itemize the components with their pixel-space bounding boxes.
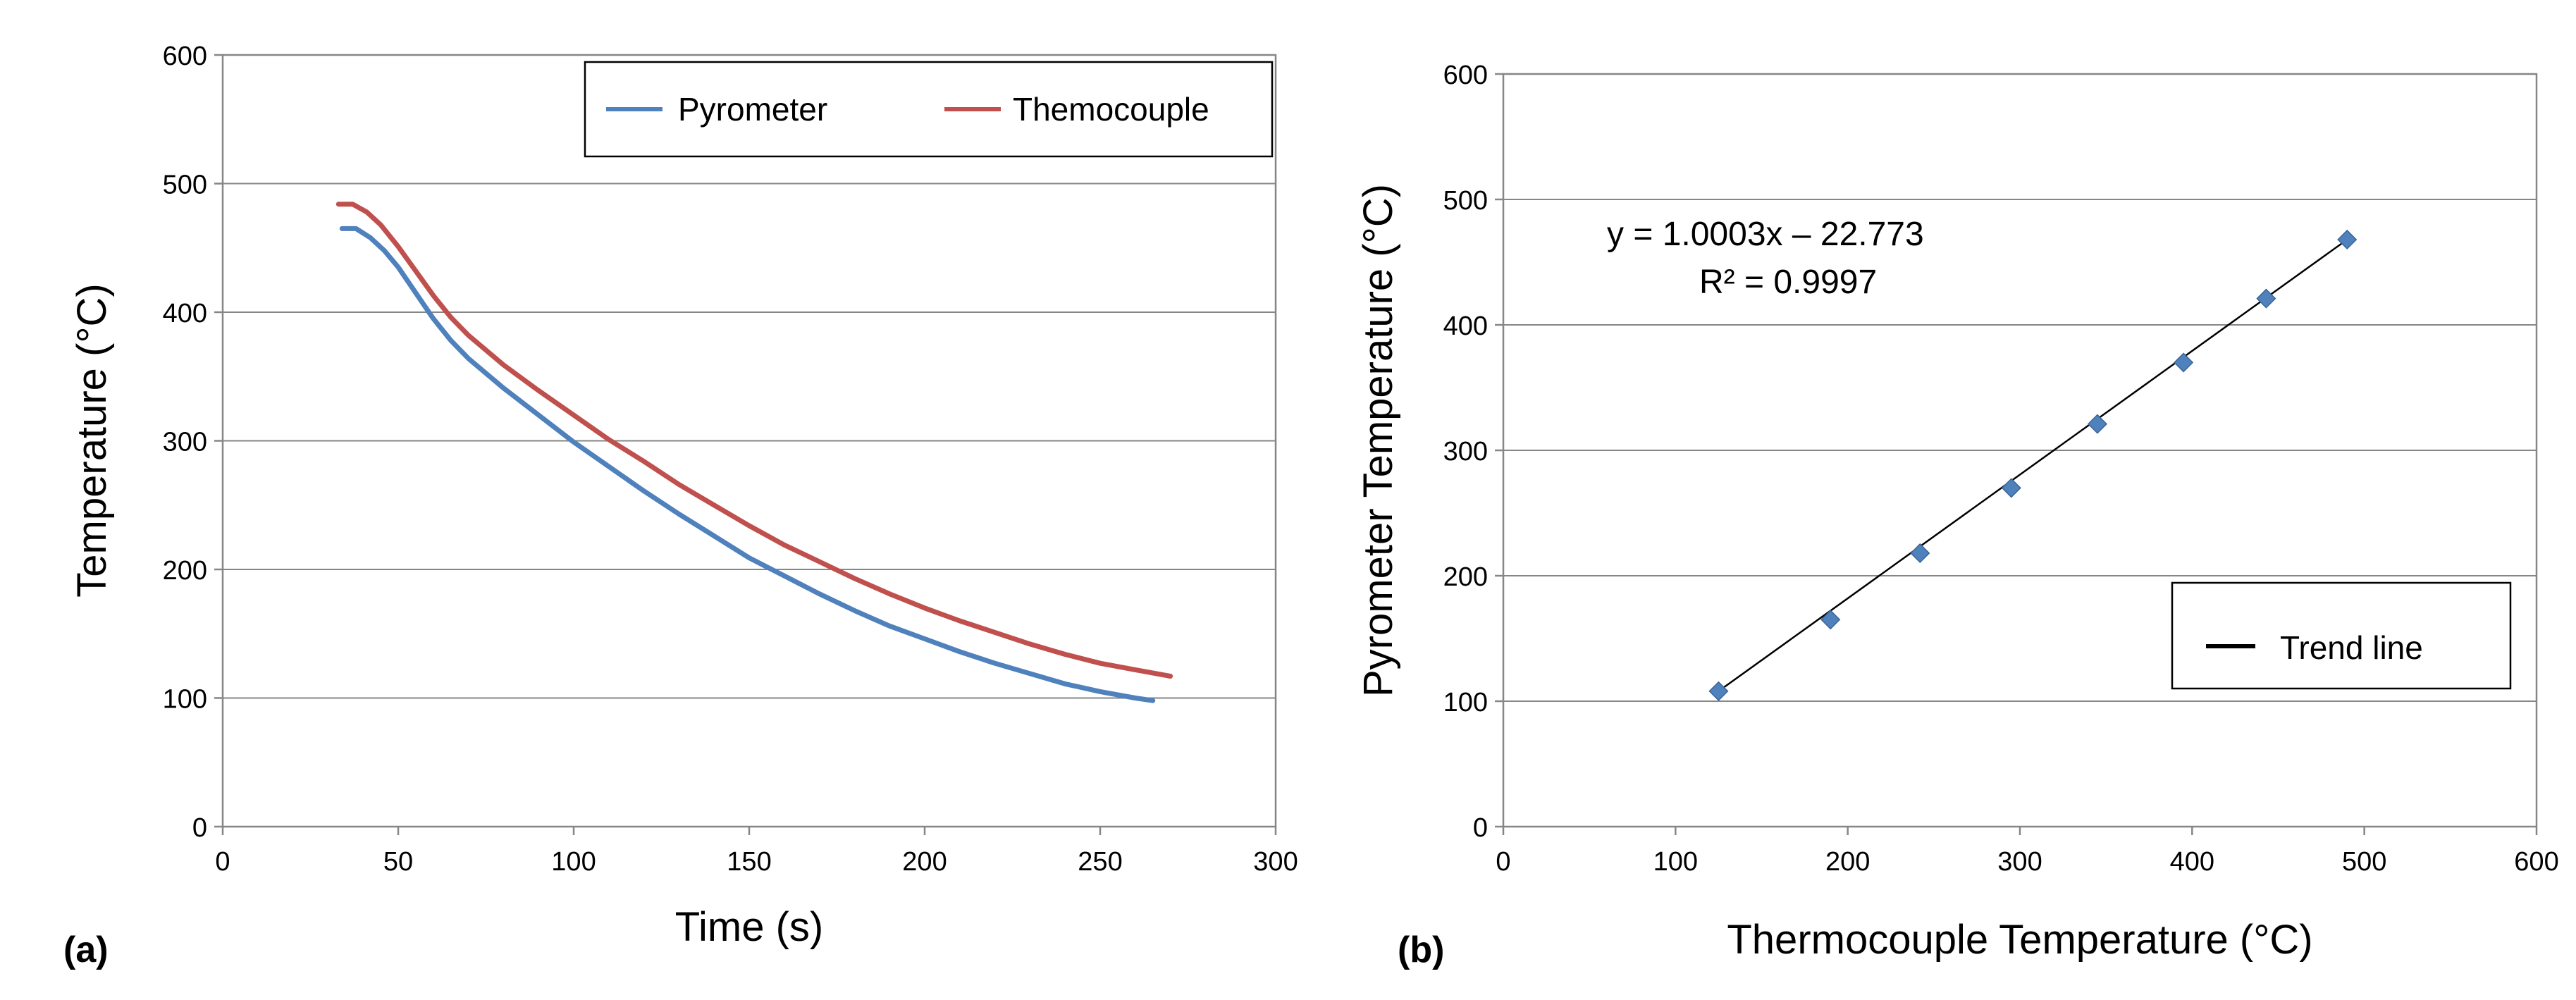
- b-x-tick-label: 400: [2170, 847, 2214, 877]
- b-y-tick-label: 0: [1473, 813, 1488, 843]
- panel-b-x-axis-title: Thermocouple Temperature (°C): [1727, 917, 2312, 963]
- a-y-tick-label: 100: [163, 685, 207, 715]
- panel-b-series: [1708, 229, 2358, 701]
- panel-a-label: (a): [63, 930, 109, 970]
- a-y-tick-label: 0: [192, 813, 207, 843]
- panel-b-y-axis-ticks: 0 100 200 300 400 500 600: [1443, 61, 1503, 843]
- panel-a-series: [335, 202, 1173, 703]
- a-x-tick-label: 250: [1078, 847, 1122, 877]
- a-x-tick-label: 300: [1253, 847, 1298, 877]
- a-x-tick-label: 200: [902, 847, 947, 877]
- b-x-tick-label: 600: [2514, 847, 2558, 877]
- a-y-tick-label: 400: [163, 299, 207, 328]
- panel-b-y-axis-title: Pyrometer Temperature (°C): [1355, 184, 1401, 697]
- data-point: [2001, 478, 2021, 498]
- b-x-tick-label: 0: [1496, 847, 1510, 877]
- a-x-tick-label: 100: [551, 847, 596, 877]
- panel-a-gridlines: [223, 183, 1276, 699]
- panel-a-x-axis-ticks: 0 50 100 150 200 250 300: [215, 827, 1298, 877]
- panel-b-legend-box: [2171, 581, 2512, 690]
- panel-a-legend-box: [584, 61, 1274, 158]
- a-x-tick-label: 50: [383, 847, 413, 877]
- b-y-tick-label: 400: [1443, 311, 1488, 341]
- b-y-tick-label: 600: [1443, 61, 1488, 90]
- a-x-tick-label: 0: [215, 847, 230, 877]
- panel-b-gridlines: [1503, 199, 2537, 702]
- series-line-themocouple: [335, 202, 1173, 679]
- b-x-tick-label: 300: [1997, 847, 2042, 877]
- data-point: [1708, 681, 1729, 701]
- data-point: [2337, 229, 2358, 250]
- b-x-tick-label: 200: [1825, 847, 1870, 877]
- b-x-tick-label: 100: [1653, 847, 1698, 877]
- a-y-tick-label: 500: [163, 171, 207, 200]
- b-y-tick-label: 500: [1443, 186, 1488, 216]
- series-line-pyrometer: [339, 226, 1156, 703]
- legend-pyrometer-label: Pyrometer: [678, 91, 827, 128]
- a-y-tick-label: 300: [163, 428, 207, 457]
- a-y-tick-label: 600: [163, 42, 207, 71]
- trend-line: [1718, 238, 2348, 692]
- b-y-tick-label: 300: [1443, 437, 1488, 467]
- a-y-tick-label: 200: [163, 556, 207, 586]
- legend-themocouple-label: Themocouple: [1013, 91, 1209, 128]
- data-point: [1910, 543, 1930, 564]
- trendline-r-squared: R² = 0.9997: [1699, 264, 1877, 301]
- panel-b-x-axis-ticks: 0 100 200 300 400 500 600: [1496, 827, 2559, 877]
- data-point: [1820, 610, 1841, 630]
- legend-trend-line-label: Trend line: [2280, 629, 2423, 666]
- data-point: [2256, 288, 2276, 309]
- panel-a-legend: Pyrometer Themocouple: [584, 61, 1274, 158]
- b-x-tick-label: 500: [2342, 847, 2386, 877]
- data-point: [2174, 352, 2194, 373]
- trendline-equation: y = 1.0003x – 22.773: [1607, 216, 1924, 253]
- panel-a-chart: 0 100 200 300 400 500 600 0 50 100 150 200 250 300 P…: [63, 42, 1298, 970]
- b-y-tick-label: 100: [1443, 688, 1488, 717]
- data-point: [2087, 414, 2108, 434]
- panel-b-legend: Trend line: [2171, 581, 2512, 690]
- a-x-tick-label: 150: [727, 847, 771, 877]
- panel-b-label: (b): [1398, 930, 1444, 970]
- panel-a-y-axis-title: Temperature (°C): [69, 283, 115, 597]
- panel-a-x-axis-title: Time (s): [675, 904, 823, 950]
- panel-a-y-axis-ticks: 0 100 200 300 400 500 600: [163, 42, 223, 843]
- b-y-tick-label: 200: [1443, 562, 1488, 592]
